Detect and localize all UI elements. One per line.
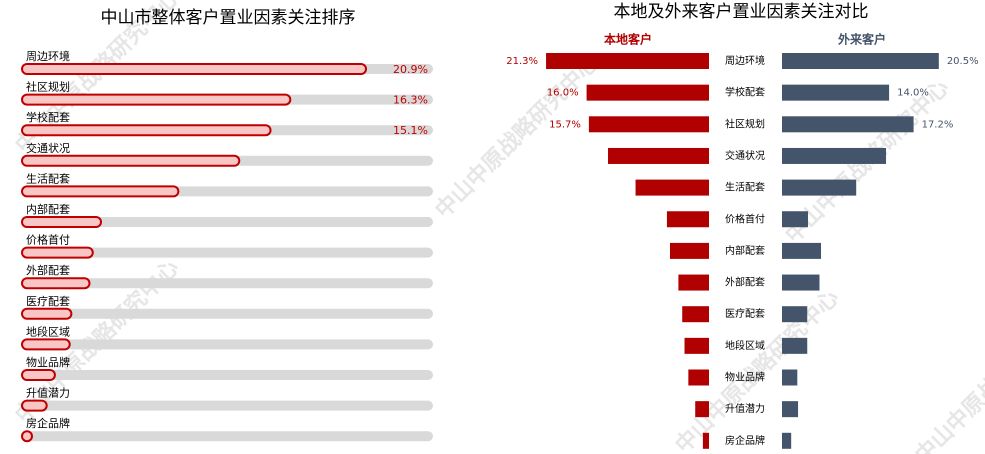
- track: [22, 339, 433, 350]
- value-label: 15.1%: [393, 124, 428, 137]
- bar: [21, 307, 73, 320]
- watermark: 中山中原战略研究中心: [910, 295, 985, 454]
- bar: [21, 430, 33, 443]
- track: [22, 308, 433, 319]
- bar: [586, 84, 709, 101]
- bar: [782, 116, 914, 133]
- bar: [546, 53, 709, 69]
- bar: [782, 432, 792, 449]
- bar: [782, 337, 808, 354]
- bar: [21, 246, 94, 259]
- category-label: 地段区域: [725, 339, 765, 352]
- bar: [782, 274, 820, 291]
- value-label: 20.5%: [947, 56, 979, 67]
- category-label: 内部配套: [725, 244, 765, 257]
- category-label: 学校配套: [725, 86, 765, 99]
- bar: [682, 306, 709, 323]
- category-label: 地段区域: [26, 324, 70, 338]
- category-label: 房企品牌: [725, 434, 765, 447]
- category-label: 升值潜力: [725, 402, 765, 415]
- bar: [782, 84, 890, 101]
- bar: [684, 337, 709, 354]
- bar: [21, 63, 368, 75]
- bar: [782, 147, 887, 164]
- bar: [21, 124, 272, 137]
- track: [22, 247, 433, 258]
- category-label: 周边环境: [26, 49, 70, 63]
- value-label: 20.9%: [393, 63, 428, 76]
- category-label: 外部配套: [26, 263, 70, 277]
- bar: [688, 369, 709, 386]
- category-label: 价格首付: [26, 233, 70, 247]
- category-label: 价格首付: [725, 212, 765, 225]
- category-label: 社区规划: [26, 80, 70, 94]
- bar: [782, 242, 822, 259]
- watermark: 中山中原战略研究中心: [430, 50, 604, 224]
- bar: [21, 93, 292, 106]
- track: [22, 431, 433, 442]
- legend-label: 本地客户: [604, 32, 652, 47]
- category-label: 医疗配套: [725, 307, 765, 320]
- value-label: 14.0%: [897, 88, 929, 99]
- value-label: 16.0%: [547, 88, 579, 99]
- value-label: 17.2%: [922, 119, 954, 130]
- bar: [21, 277, 91, 290]
- category-label: 外部配套: [725, 276, 765, 289]
- legend-label: 外来客户: [838, 32, 886, 47]
- bar: [702, 432, 709, 449]
- bar: [782, 211, 809, 228]
- category-label: 交通状况: [725, 149, 765, 162]
- category-label: 社区规划: [725, 117, 765, 130]
- bar: [21, 216, 103, 228]
- bar: [782, 369, 798, 386]
- category-label: 物业品牌: [26, 355, 70, 369]
- bar: [678, 274, 709, 291]
- category-label: 交通状况: [26, 141, 70, 155]
- track: [22, 400, 433, 411]
- bar: [588, 116, 709, 133]
- category-label: 生活配套: [725, 181, 765, 194]
- category-label: 医疗配套: [26, 294, 70, 308]
- category-label: 周边环境: [725, 54, 765, 67]
- value-label: 16.3%: [393, 94, 428, 107]
- track: [22, 217, 433, 227]
- bar: [669, 242, 709, 259]
- category-label: 内部配套: [26, 202, 70, 216]
- bar: [782, 306, 808, 323]
- value-label: 15.7%: [549, 119, 581, 130]
- category-label: 生活配套: [26, 171, 70, 185]
- category-label: 学校配套: [26, 110, 70, 124]
- track: [22, 278, 433, 289]
- bar: [21, 369, 56, 381]
- category-label: 物业品牌: [725, 371, 765, 384]
- category-label: 升值潜力: [26, 386, 70, 400]
- category-label: 房企品牌: [26, 416, 70, 430]
- track: [22, 370, 433, 380]
- bar: [666, 211, 709, 228]
- bar: [21, 338, 71, 351]
- value-label: 21.3%: [506, 56, 538, 67]
- bar: [608, 147, 709, 164]
- bar: [21, 185, 180, 198]
- bar: [21, 154, 241, 167]
- bar: [782, 53, 939, 69]
- bar: [21, 399, 48, 412]
- chart-title: 本地及外来客户置业因素关注对比: [614, 2, 869, 22]
- bar: [635, 179, 709, 196]
- bar: [782, 179, 857, 196]
- bar: [695, 401, 709, 418]
- chart-title: 中山市整体客户置业因素关注排序: [101, 8, 356, 28]
- bar: [782, 401, 799, 418]
